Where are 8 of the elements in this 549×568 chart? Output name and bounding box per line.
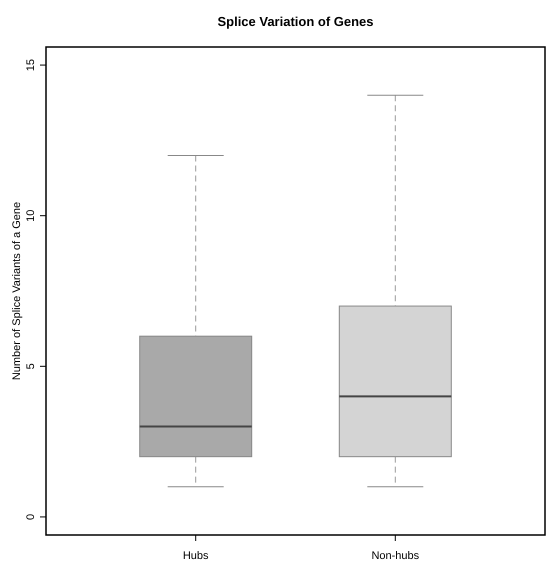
x-tick-label: Non-hubs (371, 550, 420, 562)
y-axis-title: Number of Splice Variants of a Gene (11, 202, 23, 380)
y-tick-label: 10 (25, 210, 37, 222)
y-tick-label: 0 (25, 514, 37, 520)
y-tick-label: 15 (25, 58, 37, 72)
y-tick-label: 5 (25, 363, 37, 370)
chart-title: Splice Variation of Genes (217, 14, 374, 29)
x-tick-label: Hubs (182, 550, 210, 562)
